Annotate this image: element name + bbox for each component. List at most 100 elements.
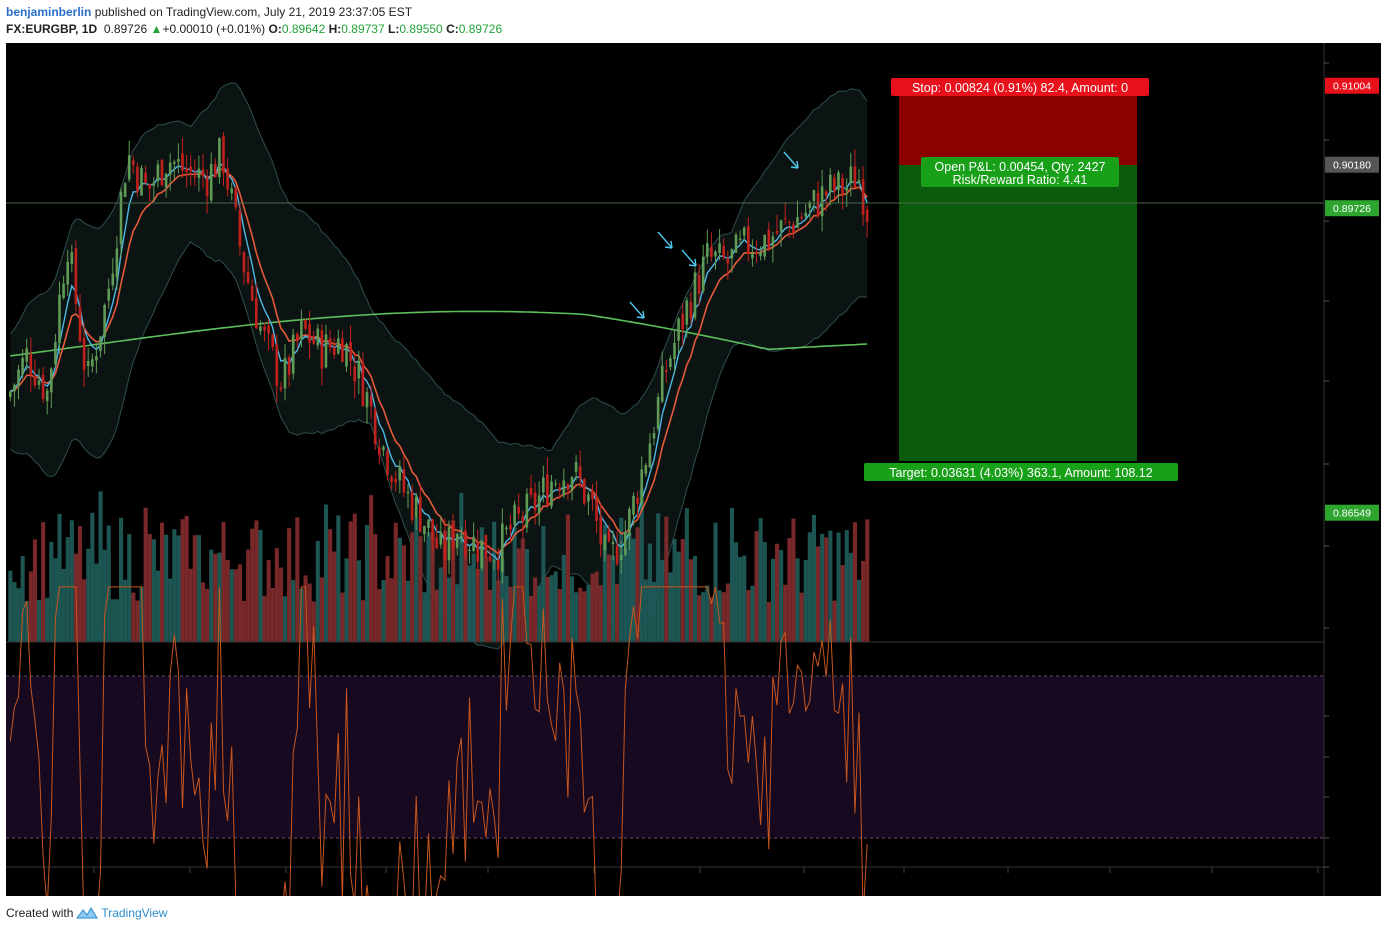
volume-bar [467,565,472,642]
candle-body [291,334,295,374]
candle-body [595,496,598,522]
high-value: 0.89737 [341,22,385,36]
volume-bar [553,571,558,642]
candle-body [804,212,807,217]
volume-bar [225,560,230,642]
volume-bar [451,520,456,642]
volume-bar [488,589,493,642]
volume-bar [49,541,54,642]
volume-bar [508,586,513,642]
volume-bar [852,522,857,642]
open-label: O: [268,22,282,36]
footer: Created with TradingView [6,906,167,920]
volume-bar [201,582,206,642]
author-link[interactable]: benjaminberlin [6,5,92,19]
candle-body [82,337,86,371]
candle-body [435,537,438,549]
candle-body [570,477,574,490]
volume-bar [717,590,722,642]
low-value: 0.89550 [399,22,443,36]
volume-bar [283,596,288,642]
candle-body [824,191,828,196]
candle-body [353,366,356,382]
candle-body [714,251,717,257]
candle-body [857,180,861,183]
candle-body [455,533,459,548]
candle-body [123,183,127,197]
candle-body [722,246,725,258]
candle-body [566,484,570,491]
volume-bar [254,520,259,642]
volume-bar [652,581,657,642]
volume-bar [598,585,603,642]
tradingview-brand-link[interactable]: TradingView [101,906,168,920]
candle-body [853,166,857,188]
volume-bar [143,507,148,642]
candle-body [201,169,205,177]
candle-body [91,359,94,367]
open-pnl-label: Open P&L: 0.00454, Qty: 2427 [935,160,1106,174]
volume-bar [524,549,529,642]
volume-bar [131,592,136,642]
candle-body [615,545,619,564]
candle-body [574,462,578,472]
candle-body [103,304,106,338]
close-label: C: [446,22,459,36]
stop-loss-zone[interactable] [899,95,1137,165]
volume-bar [8,570,13,642]
high-label: H: [328,22,342,36]
candle-body [332,347,336,356]
close-value: 0.89726 [458,22,503,36]
volume-bar [82,579,87,642]
volume-bar [811,514,816,642]
candle-body [238,210,242,247]
open-pnl-box [921,157,1119,187]
signal-arrows [629,151,799,319]
candle-body [669,358,672,368]
volume-bar [270,588,275,642]
volume-bar [299,588,304,642]
volume-bar [24,600,29,642]
volume-bar [303,575,308,642]
candle-body [70,252,74,264]
volume-bar [106,525,111,642]
candle-body [788,222,791,224]
candle-body [140,167,143,196]
symbol-info-bar: FX:EURGBP, 1D 0.89726 ▲+0.00010 (+0.01%)… [6,22,502,36]
volume-bar [684,508,689,642]
volume-bar [176,535,181,642]
volume-bar [336,515,341,642]
candle-body [738,238,742,241]
volume-bar [139,586,144,642]
candle-body [578,466,582,479]
candle-body [546,474,549,506]
volume-bar [426,532,431,642]
candle-body [681,313,684,330]
volume-bar [434,589,439,642]
candle-body [603,535,607,551]
candle-body [62,283,65,299]
candle-body [472,536,475,552]
candle-body [845,187,848,191]
candle-body [267,325,270,334]
candle-body [402,469,406,493]
volume-bar [746,590,751,642]
volume-bar [680,539,685,642]
candle-body [583,479,586,504]
candle-body [656,396,660,429]
take-profit-zone[interactable] [899,165,1137,461]
volume-bar [430,532,435,642]
candle-body [324,334,328,368]
candle-body [685,300,689,325]
candle-body [808,202,812,208]
volume-bar [447,577,452,642]
volume-bar [69,520,74,642]
candle-body [189,166,192,172]
candle-body [230,188,233,194]
price-tag-box [1325,77,1379,94]
candle-body [726,258,730,264]
volume-bar [688,559,693,642]
candle-body [86,360,90,366]
price-axis[interactable]: 0.91004 0.90180 0.89726 0.86549 [1324,62,1379,868]
price-chart[interactable]: Stop: 0.00824 (0.91%) 82.4, Amount: 0 Op… [6,43,1381,896]
